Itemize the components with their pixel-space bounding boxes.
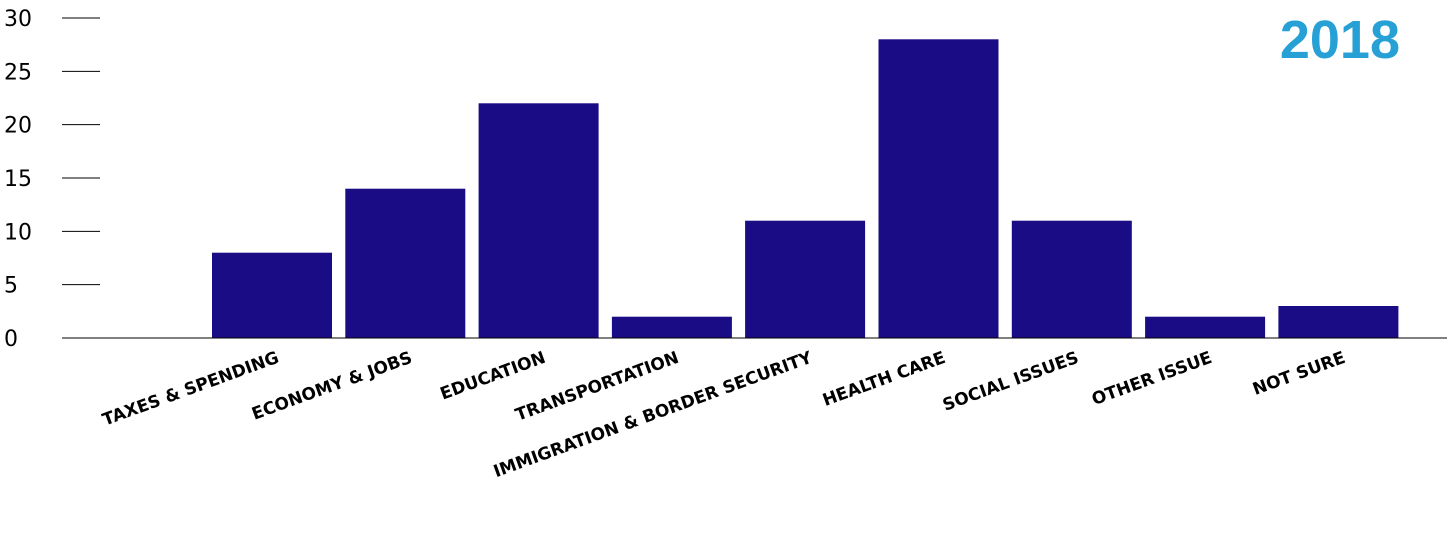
bar-health-care xyxy=(878,39,999,339)
x-category-label: OTHER ISSUE xyxy=(1089,348,1215,410)
x-category-label: NOT SURE xyxy=(1250,348,1348,400)
x-category-label: SOCIAL ISSUES xyxy=(940,348,1081,416)
y-tick-label: 25 xyxy=(4,60,32,85)
y-tick-label: 5 xyxy=(4,274,18,299)
bar-education xyxy=(478,103,599,338)
y-tick-label: 10 xyxy=(4,220,32,245)
x-category-label: EDUCATION xyxy=(438,348,549,405)
y-tick-label: 0 xyxy=(4,327,18,352)
bar-not-sure xyxy=(1278,306,1399,338)
bar-social-issues xyxy=(1011,220,1132,338)
bar-immigration-border-security xyxy=(745,220,866,338)
bar-transportation xyxy=(611,316,732,338)
y-tick-label: 30 xyxy=(4,7,32,32)
bars-group xyxy=(212,39,1399,339)
x-category-label: HEALTH CARE xyxy=(820,348,948,411)
bar-other-issue xyxy=(1145,316,1266,338)
bar-economy-jobs xyxy=(345,188,466,338)
chart-title: 2018 xyxy=(1280,10,1400,70)
y-tick-label: 15 xyxy=(4,167,32,192)
y-tick-label: 20 xyxy=(4,114,32,139)
bar-taxes-spending xyxy=(212,252,332,338)
y-axis: 0 5 10 15 20 25 30 xyxy=(4,7,100,352)
